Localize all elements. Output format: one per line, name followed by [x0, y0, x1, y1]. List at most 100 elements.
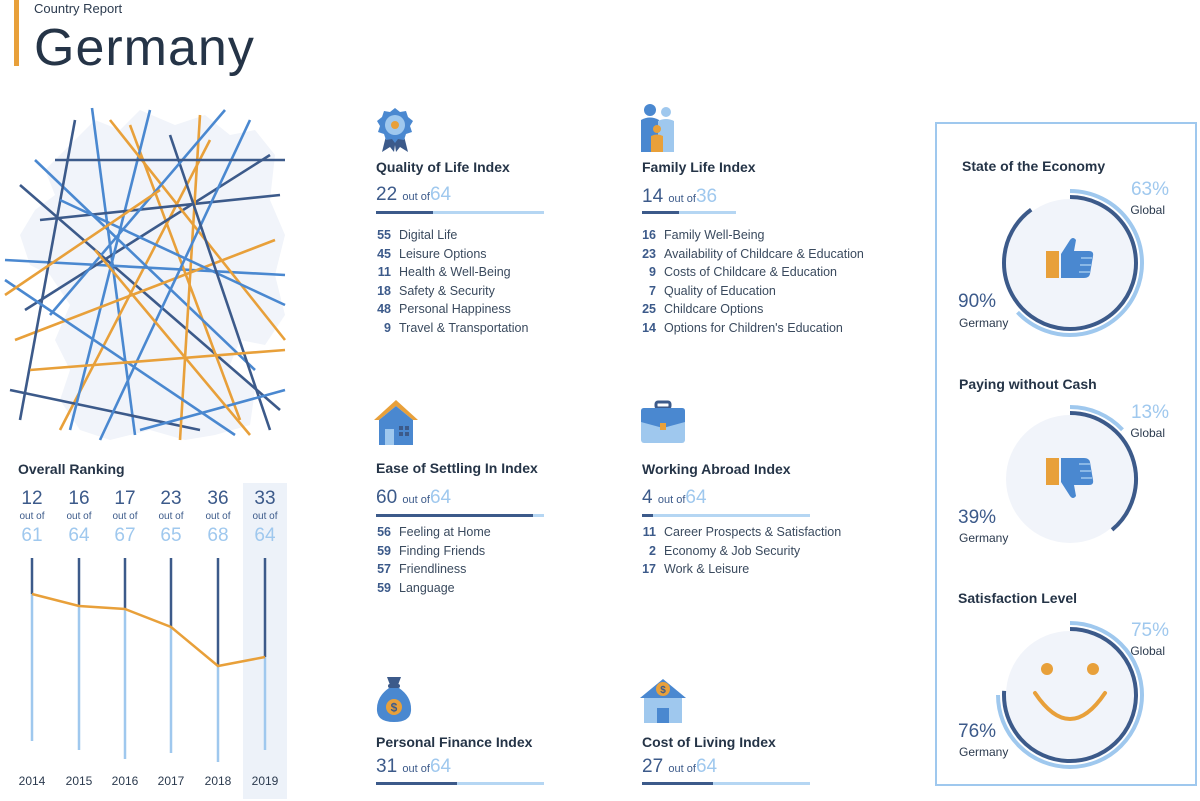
- list-item: 45 Leisure Options: [369, 245, 528, 264]
- list-item: 59 Language: [369, 579, 491, 598]
- list-item: 11 Health & Well-Being: [369, 263, 528, 282]
- briefcase-icon: [640, 400, 686, 444]
- award-badge-icon: [374, 106, 416, 152]
- year-label-2019: 2019: [242, 774, 288, 788]
- index-rank: 4: [642, 487, 653, 508]
- family-life-score: 14 out of36: [642, 186, 717, 208]
- ease-of-settling-subindices: 56 Feeling at Home 59 Finding Friends 57 Fr…: [369, 523, 491, 597]
- index-rank: 27: [642, 756, 663, 777]
- family-icon: [638, 102, 678, 152]
- personal-finance-bar: [376, 782, 544, 785]
- list-item: 48 Personal Happiness: [369, 300, 528, 319]
- year-label-2018: 2018: [195, 774, 241, 788]
- quality-of-life-title: Quality of Life Index: [376, 159, 510, 175]
- index-out-of-label: out of: [402, 494, 430, 506]
- svg-text:$: $: [391, 701, 398, 715]
- rank-value: 23: [148, 488, 194, 510]
- index-total: 64: [430, 487, 451, 508]
- state-of-economy-title: State of the Economy: [962, 158, 1105, 174]
- index-out-of-label: out of: [402, 191, 430, 203]
- list-item: 14 Options for Children's Education: [634, 319, 864, 338]
- report-subtitle: Country Report: [34, 1, 122, 16]
- working-abroad-score: 4 out of64: [642, 487, 707, 509]
- rank-total: 61: [9, 524, 55, 548]
- index-out-of-label: out of: [668, 763, 696, 775]
- family-life-title: Family Life Index: [642, 159, 756, 175]
- state-of-economy-germany-pct: 90%: [958, 291, 996, 313]
- rank-out-of-label: out of: [102, 510, 148, 524]
- overall-ranking-title: Overall Ranking: [18, 461, 125, 477]
- state-of-economy-germany-label: Germany: [959, 316, 1008, 330]
- paying-without-cash-germany-label: Germany: [959, 531, 1008, 545]
- working-abroad-subindices: 11 Career Prospects & Satisfaction 2 Econo…: [634, 523, 841, 579]
- index-out-of-label: out of: [668, 193, 696, 205]
- quality-of-life-bar: [376, 211, 544, 214]
- index-out-of-label: out of: [402, 763, 430, 775]
- rank-total: 65: [148, 524, 194, 548]
- list-item: 16 Family Well-Being: [634, 226, 864, 245]
- index-rank: 60: [376, 487, 397, 508]
- family-life-bar: [642, 211, 736, 214]
- list-item: 25 Childcare Options: [634, 300, 864, 319]
- family-life-subindices: 16 Family Well-Being 23 Availability of Ch…: [634, 226, 864, 337]
- rank-value: 33: [242, 488, 288, 510]
- list-item: 57 Friendliness: [369, 560, 491, 579]
- list-item: 2 Economy & Job Security: [634, 542, 841, 561]
- satisfaction-level-title: Satisfaction Level: [958, 590, 1077, 606]
- cost-of-living-title: Cost of Living Index: [642, 734, 776, 750]
- index-out-of-label: out of: [658, 494, 686, 506]
- index-total: 64: [696, 756, 717, 777]
- ease-of-settling-title: Ease of Settling In Index: [376, 460, 538, 476]
- house-coin-icon: $: [638, 676, 688, 724]
- personal-finance-score: 31 out of64: [376, 756, 451, 778]
- rank-column-2019: 33 out of 64: [242, 488, 288, 548]
- list-item: 59 Finding Friends: [369, 542, 491, 561]
- index-rank: 31: [376, 756, 397, 777]
- quality-of-life-score: 22 out of64: [376, 184, 451, 206]
- index-total: 64: [430, 184, 451, 205]
- rank-out-of-label: out of: [56, 510, 102, 524]
- cost-of-living-bar: [642, 782, 810, 785]
- list-item: 9 Costs of Childcare & Education: [634, 263, 864, 282]
- index-total: 36: [696, 186, 717, 207]
- ranking-line: [32, 594, 265, 666]
- rank-column-2014: 12 out of 61: [9, 488, 55, 548]
- quality-of-life-subindices: 55 Digital Life 45 Leisure Options 11 Healt…: [369, 226, 528, 337]
- rank-out-of-label: out of: [9, 510, 55, 524]
- rank-total: 64: [56, 524, 102, 548]
- rank-value: 36: [195, 488, 241, 510]
- house-icon: [372, 398, 420, 446]
- working-abroad-bar: [642, 514, 810, 517]
- rank-value: 17: [102, 488, 148, 510]
- paying-without-cash-germany-pct: 39%: [958, 507, 996, 529]
- rank-column-2017: 23 out of 65: [148, 488, 194, 548]
- rank-value: 16: [56, 488, 102, 510]
- index-total: 64: [685, 487, 706, 508]
- year-label-2017: 2017: [148, 774, 194, 788]
- satisfaction-level-germany-label: Germany: [959, 745, 1008, 759]
- page-title: Germany: [34, 18, 255, 78]
- paying-without-cash-title: Paying without Cash: [959, 376, 1097, 392]
- overall-ranking-chart: [0, 550, 300, 770]
- list-item: 7 Quality of Education: [634, 282, 864, 301]
- rank-out-of-label: out of: [242, 510, 288, 524]
- list-item: 9 Travel & Transportation: [369, 319, 528, 338]
- svg-text:$: $: [660, 685, 666, 696]
- list-item: 17 Work & Leisure: [634, 560, 841, 579]
- year-label-2016: 2016: [102, 774, 148, 788]
- ease-of-settling-bar: [376, 514, 544, 517]
- rank-out-of-label: out of: [148, 510, 194, 524]
- satisfaction-level-germany-pct: 76%: [958, 721, 996, 743]
- smiley-face-icon: [1025, 655, 1115, 735]
- rank-total: 64: [242, 524, 288, 548]
- money-bag-icon: $: [374, 675, 414, 723]
- working-abroad-title: Working Abroad Index: [642, 461, 791, 477]
- rank-column-2015: 16 out of 64: [56, 488, 102, 548]
- rank-out-of-label: out of: [195, 510, 241, 524]
- germany-map-illustration: [0, 100, 290, 445]
- thumbs-down-icon: [1045, 458, 1095, 500]
- list-item: 18 Safety & Security: [369, 282, 528, 301]
- rank-total: 67: [102, 524, 148, 548]
- index-total: 64: [430, 756, 451, 777]
- ease-of-settling-score: 60 out of64: [376, 487, 451, 509]
